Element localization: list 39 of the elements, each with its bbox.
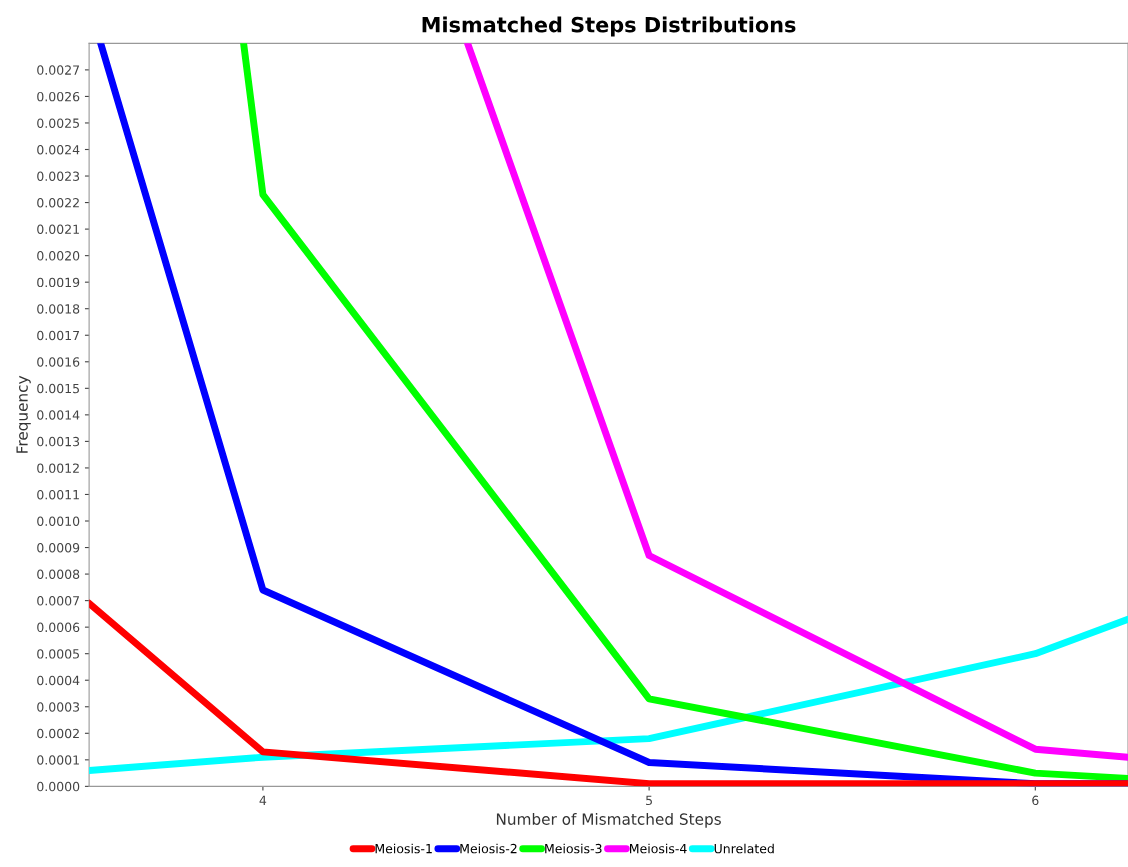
y-tick-label: 0.0027 xyxy=(37,65,80,75)
legend-label: Unrelated xyxy=(714,843,774,854)
x-tick-label: 6 xyxy=(1032,795,1039,806)
y-tick-label: 0.0018 xyxy=(37,304,80,314)
legend-label: Meiosis-4 xyxy=(630,843,687,854)
y-tick-label: 0.0021 xyxy=(37,224,79,235)
y-tick-label: 0.0023 xyxy=(37,171,80,181)
y-tick-label: 0.0002 xyxy=(37,728,79,739)
y-tick-label: 0.0022 xyxy=(37,198,79,208)
y-tick-label: 0.0015 xyxy=(37,383,79,394)
legend-label: Meiosis-2 xyxy=(460,843,517,854)
y-tick-label: 0.0019 xyxy=(37,277,80,288)
x-tick-label: 4 xyxy=(259,795,267,805)
y-tick-label: 0.0009 xyxy=(37,543,80,553)
y-tick-label: 0.0016 xyxy=(37,357,80,367)
y-tick-label: 0.0012 xyxy=(37,463,79,473)
y-tick-label: 0.0004 xyxy=(37,675,80,686)
legend-label: Meiosis-1 xyxy=(375,843,432,854)
y-tick-label: 0.0020 xyxy=(37,251,80,261)
y-tick-label: 0.0017 xyxy=(37,330,80,341)
y-axis-title: Frequency xyxy=(16,375,31,453)
y-tick-label: 0.0025 xyxy=(37,118,79,128)
x-tick-label: 5 xyxy=(646,795,652,806)
y-tick-label: 0.0006 xyxy=(37,622,80,633)
y-tick-label: 0.0003 xyxy=(37,702,80,712)
y-tick-label: 0.0008 xyxy=(37,569,80,579)
y-tick-label: 0.0000 xyxy=(37,781,80,792)
y-tick-label: 0.0007 xyxy=(37,596,80,606)
y-tick-label: 0.0014 xyxy=(37,410,80,420)
y-tick-label: 0.0013 xyxy=(37,436,80,447)
chart-title: Mismatched Steps Distributions xyxy=(422,16,796,37)
y-tick-label: 0.0024 xyxy=(37,144,80,155)
x-axis-title: Number of Mismatched Steps xyxy=(496,813,721,828)
y-tick-label: 0.0011 xyxy=(37,489,79,500)
y-tick-label: 0.0001 xyxy=(37,755,79,765)
y-tick-label: 0.0010 xyxy=(37,516,80,526)
y-tick-label: 0.0005 xyxy=(37,649,79,659)
y-tick-label: 0.0026 xyxy=(37,91,80,102)
legend-label: Meiosis-3 xyxy=(545,843,602,854)
